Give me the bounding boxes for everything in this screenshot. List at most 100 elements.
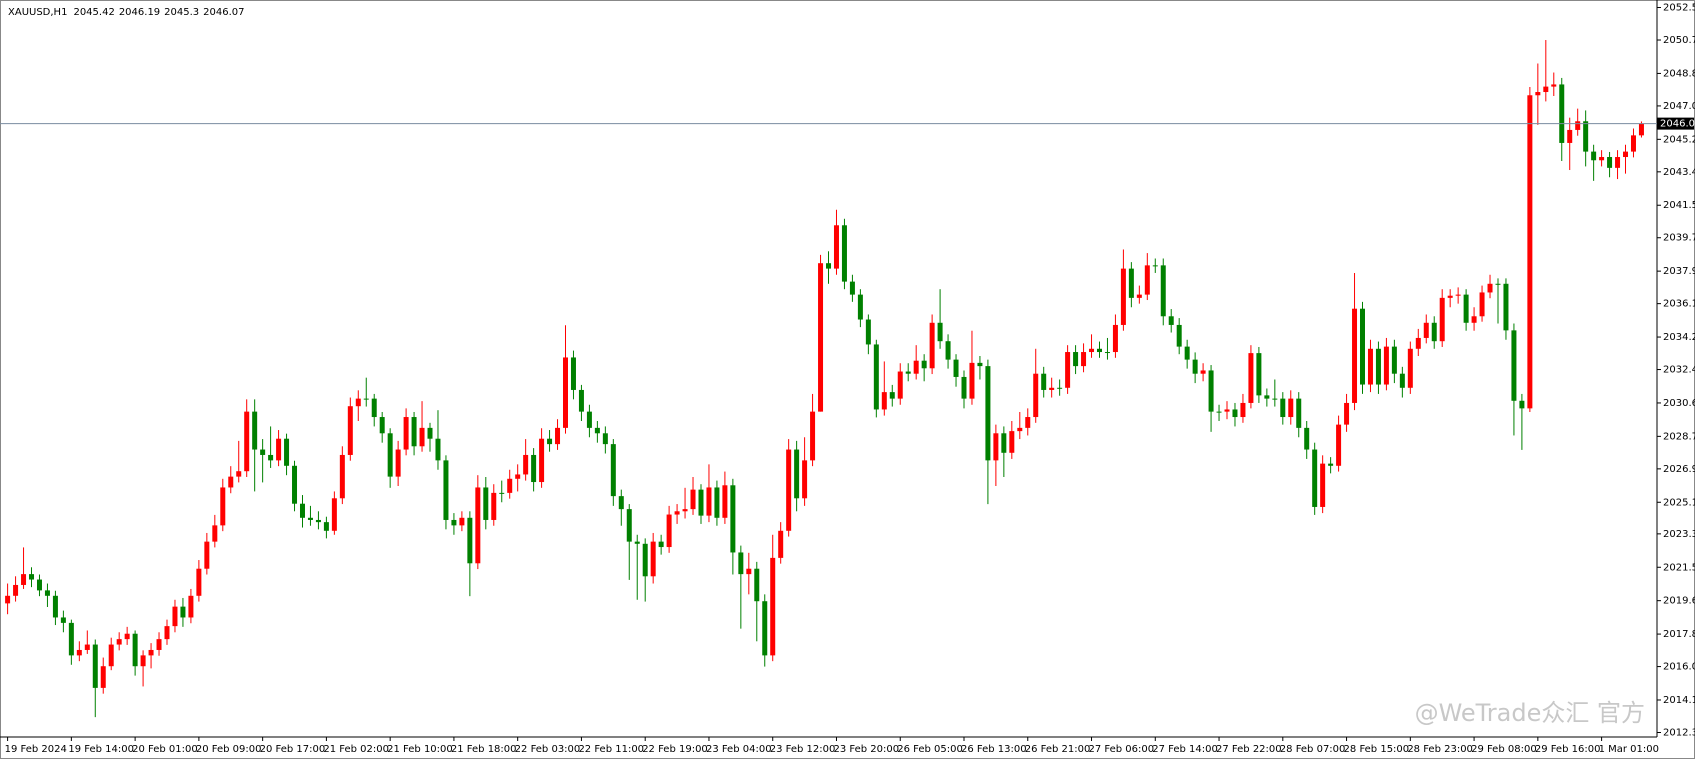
candle-body [92, 644, 98, 688]
candle-body [1455, 294, 1461, 296]
candle-body [284, 438, 290, 466]
candle-body [563, 357, 568, 428]
candle-body [21, 574, 27, 585]
candle-body [658, 541, 664, 548]
candle-body [76, 649, 82, 656]
y-tick-label: 2023.35 [1663, 529, 1695, 540]
candle-body [539, 438, 545, 483]
candle-body [1328, 463, 1334, 466]
close: 2046.07 [203, 7, 244, 18]
candle-body [403, 417, 409, 450]
candle-body [618, 496, 624, 510]
candle-body [1447, 295, 1453, 298]
candle-body [985, 366, 991, 461]
candle-body [188, 595, 194, 618]
candle-body [140, 655, 146, 667]
candle-body [244, 411, 250, 472]
candle-body [674, 511, 680, 515]
candle-body [1383, 346, 1389, 385]
candle-body [873, 344, 879, 410]
candle-body [419, 427, 425, 447]
candle-body [849, 281, 855, 295]
candle-body [451, 519, 457, 526]
candle-body [68, 622, 74, 656]
candle-body [1423, 322, 1429, 338]
candle-body [642, 543, 648, 577]
y-tick-label: 2036.10 [1663, 299, 1695, 310]
candle-body [865, 319, 871, 345]
candle-body [1479, 292, 1485, 317]
price-label: 2046.07 [1660, 119, 1695, 130]
candle-body [180, 606, 186, 618]
candle-body [738, 552, 744, 575]
candle-body [491, 492, 497, 520]
x-tick-label: 19 Feb 2024 [5, 744, 67, 755]
candle-body [1304, 427, 1310, 450]
candle-body [961, 376, 967, 399]
candle-body [1248, 353, 1254, 403]
candle-body [427, 427, 433, 439]
candle-body [1296, 398, 1302, 428]
candle-body [762, 601, 768, 656]
candle-body [1360, 308, 1365, 385]
y-tick-label: 2052.50 [1663, 3, 1695, 14]
candle-body [754, 568, 760, 602]
candle-body [698, 489, 704, 516]
candle-body [786, 449, 792, 531]
candle-body [164, 626, 170, 640]
candle-body [260, 449, 266, 455]
y-tick-label: 2045.20 [1663, 134, 1695, 145]
candle-body [905, 371, 911, 374]
candle-body [1591, 151, 1597, 161]
x-tick-label: 28 Feb 15:00 [1344, 744, 1410, 755]
candle-body [1336, 424, 1342, 466]
candle-body [1583, 121, 1589, 152]
candle-body [523, 454, 529, 475]
candle-body [204, 541, 210, 569]
candle-body [929, 322, 935, 369]
candle-body [1025, 417, 1031, 428]
candle-body [148, 649, 154, 656]
candle-body [196, 568, 202, 596]
candle-body [746, 568, 752, 575]
candle-body [1216, 411, 1222, 413]
candle-body [299, 503, 305, 518]
candle-body [531, 454, 537, 483]
candle-body [108, 644, 114, 667]
x-tick-label: 20 Feb 09:00 [196, 744, 262, 755]
candles [5, 40, 1644, 718]
x-tick-label: 23 Feb 12:00 [770, 744, 836, 755]
candle-body [818, 263, 824, 412]
candle-body [977, 362, 983, 367]
candle-body [395, 449, 401, 477]
symbol: XAUUSD,H1 [8, 7, 67, 18]
candle-body [1288, 398, 1294, 418]
candle-body [841, 225, 847, 282]
candle-body [1463, 294, 1469, 323]
candle-body [1431, 322, 1437, 342]
y-tick-label: 2026.95 [1663, 464, 1695, 475]
candle-body [1160, 265, 1166, 317]
open: 2045.42 [73, 7, 114, 18]
candle-body [1128, 268, 1134, 298]
candle-body [1638, 123, 1644, 136]
candle-body [770, 557, 776, 656]
x-tick-label: 26 Feb 21:00 [1025, 744, 1091, 755]
candle-body [467, 517, 473, 564]
candle-body [1399, 373, 1405, 388]
candle-body [993, 433, 999, 461]
candle-body [1136, 294, 1142, 298]
candle-body [1073, 352, 1079, 367]
x-tick-label: 22 Feb 19:00 [642, 744, 708, 755]
candle-body [443, 460, 449, 520]
candle-body [363, 398, 369, 400]
candle-body [132, 633, 138, 667]
candle-body [515, 474, 521, 479]
candle-body [252, 411, 258, 450]
x-tick-label: 20 Feb 01:00 [132, 744, 198, 755]
candle-body [682, 509, 688, 512]
candle-body [483, 487, 489, 520]
watermark: @WeTrade众汇 官方 [1415, 699, 1645, 727]
candle-body [52, 595, 58, 618]
